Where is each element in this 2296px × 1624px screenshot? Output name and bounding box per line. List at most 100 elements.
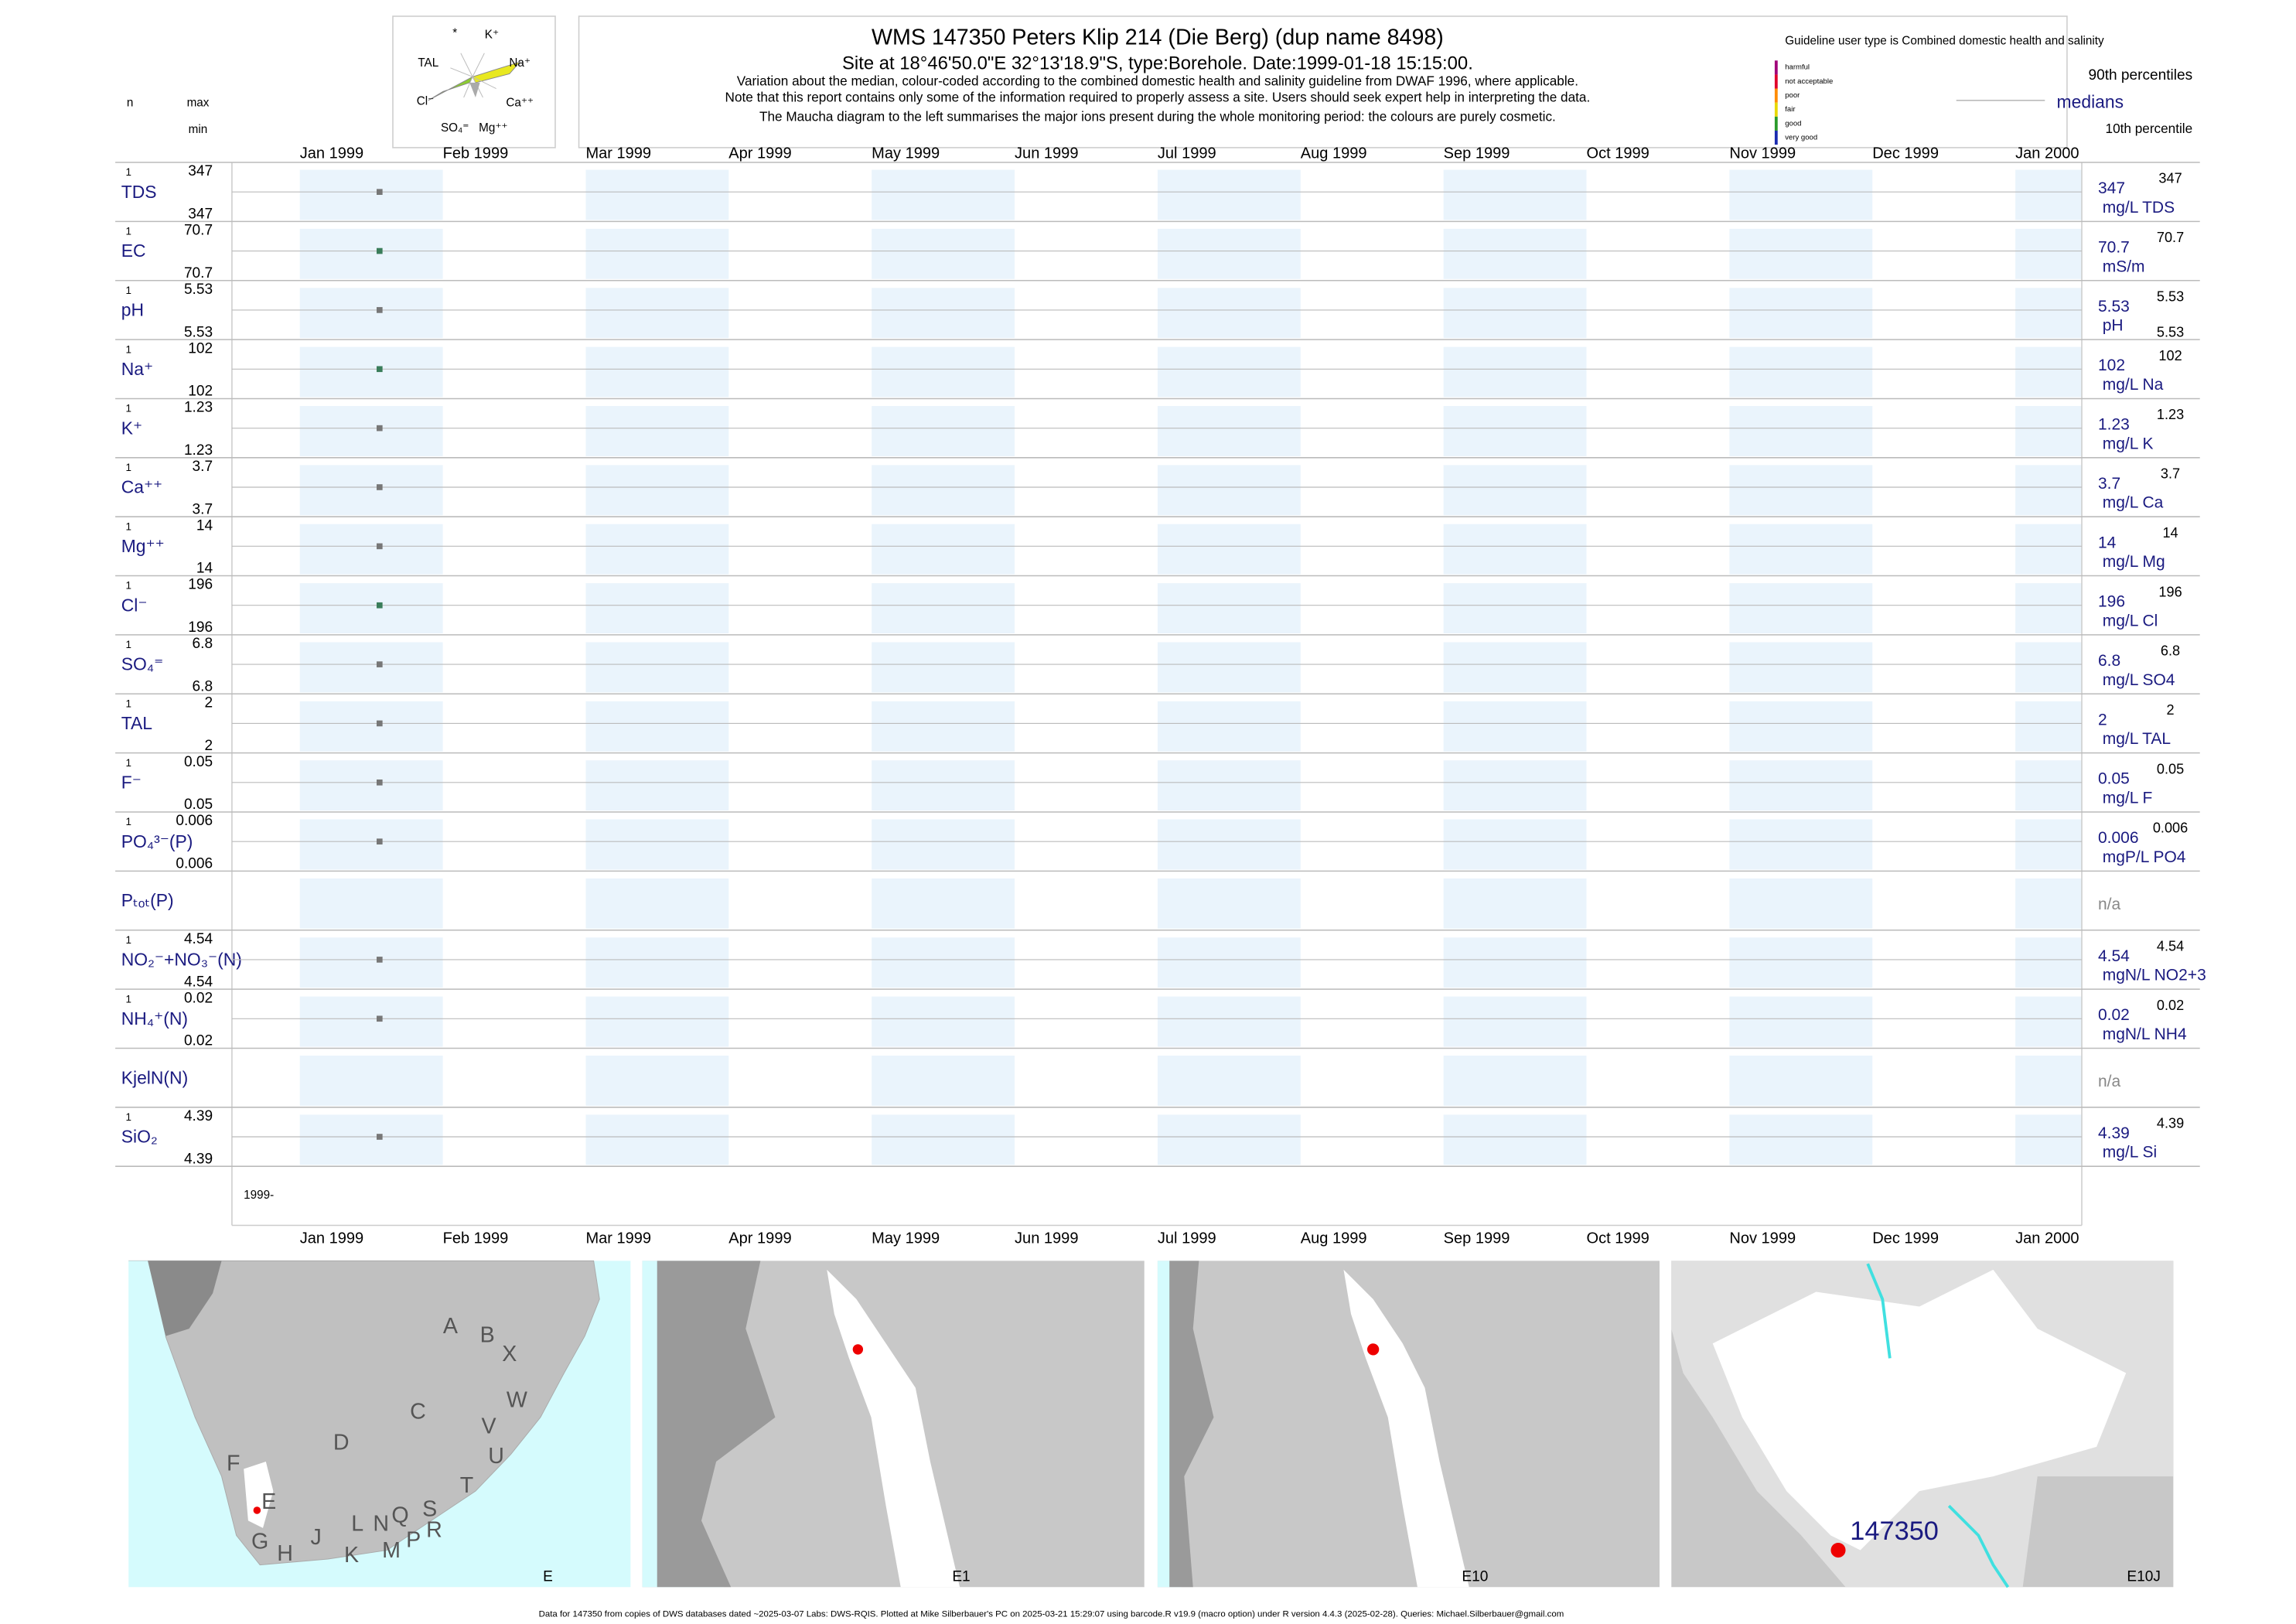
- p90-value: 1.23: [2157, 407, 2184, 422]
- site-dot: [253, 1506, 261, 1514]
- guideline-class: not acceptable: [1785, 77, 1833, 86]
- month-band: [872, 288, 1015, 339]
- month-band: [1157, 1056, 1301, 1106]
- region-letter: X: [502, 1342, 517, 1366]
- month-band: [1443, 169, 1587, 220]
- median-value: 0.006: [2098, 829, 2139, 847]
- month-band: [1729, 465, 1873, 516]
- title-box: [578, 15, 2068, 148]
- river: [1866, 1263, 2010, 1588]
- min-value: 6.8: [193, 678, 213, 694]
- month-label: Mar 1999: [585, 145, 651, 162]
- month-band: [872, 996, 1015, 1047]
- month-band: [1443, 346, 1587, 397]
- region-letter: R: [426, 1517, 442, 1542]
- maucha-label: K⁺: [485, 29, 499, 42]
- month-label: Sep 1999: [1444, 1230, 1510, 1247]
- footer: Data for 147350 from copies of DWS datab…: [539, 1609, 1564, 1619]
- month-band: [1443, 465, 1587, 516]
- min-value: 102: [188, 384, 213, 400]
- month-band: [299, 760, 443, 811]
- month-band: [2015, 878, 2082, 929]
- month-label: Apr 1999: [728, 1230, 791, 1247]
- month-label: Dec 1999: [1872, 145, 1939, 162]
- month-band: [1157, 642, 1301, 693]
- region-letter: U: [488, 1444, 504, 1469]
- month-band: [299, 169, 443, 220]
- month-band: [2015, 346, 2082, 397]
- p10-value: 5.53: [2157, 324, 2184, 339]
- unit: mS/m: [2103, 258, 2145, 275]
- unit: mg/L Cl: [2103, 612, 2158, 629]
- month-band: [299, 937, 443, 988]
- month-label: Nov 1999: [1729, 145, 1796, 162]
- month-band: [585, 760, 729, 811]
- month-band: [872, 228, 1015, 279]
- month-band: [2015, 642, 2082, 693]
- month-band: [585, 1114, 729, 1165]
- min-value: 0.02: [184, 1033, 213, 1049]
- param-label: NO₂⁻+NO₃⁻(N): [121, 950, 242, 970]
- median-value: 347: [2098, 179, 2125, 197]
- legend-median: medians: [2057, 91, 2124, 111]
- region-letter: N: [373, 1512, 389, 1537]
- maucha-label: *: [452, 27, 457, 40]
- region-letter: T: [460, 1473, 474, 1498]
- year-label: 1999-: [244, 1189, 274, 1202]
- month-label: Jun 1999: [1015, 145, 1078, 162]
- median-value: 0.02: [2098, 1006, 2130, 1024]
- site-dot: [852, 1344, 864, 1355]
- guideline-bar: [1774, 102, 1778, 117]
- month-band: [1157, 937, 1301, 988]
- min-value: 4.39: [184, 1151, 213, 1167]
- sample-point: [377, 247, 383, 254]
- maucha-label: TAL: [418, 56, 438, 70]
- max-value: 0.02: [184, 990, 213, 1006]
- month-band: [1157, 996, 1301, 1047]
- month-band: [585, 288, 729, 339]
- guideline-bar: [1774, 116, 1778, 131]
- month-band: [1443, 524, 1587, 575]
- na-value: n/a: [2098, 1073, 2121, 1090]
- param-label: TAL: [121, 713, 152, 733]
- p90-value: 347: [2158, 171, 2182, 186]
- n-value: 1: [125, 639, 131, 650]
- month-band: [1729, 228, 1873, 279]
- region-letter: B: [480, 1322, 495, 1347]
- median-value: 4.39: [2098, 1124, 2130, 1142]
- month-band: [299, 1114, 443, 1165]
- n-value: 1: [125, 343, 131, 355]
- month-band: [585, 1056, 729, 1106]
- region-letter: E: [261, 1489, 276, 1514]
- month-band: [1729, 642, 1873, 693]
- param-label: Cl⁻: [121, 595, 148, 615]
- legend-p90: 90th percentiles: [2088, 67, 2192, 84]
- param-label: Ca⁺⁺: [121, 477, 162, 497]
- month-band: [1157, 878, 1301, 929]
- param-label: K⁺: [121, 418, 142, 438]
- month-band: [299, 1056, 443, 1106]
- param-label: F⁻: [121, 772, 142, 792]
- n-value: 1: [125, 462, 131, 473]
- month-band: [872, 406, 1015, 456]
- month-band: [1443, 760, 1587, 811]
- sample-point: [377, 838, 383, 844]
- param-label: Mg⁺⁺: [121, 536, 165, 556]
- median-value: 14: [2098, 534, 2117, 551]
- month-band: [299, 878, 443, 929]
- max-value: 0.006: [176, 813, 213, 829]
- n-value: 1: [125, 403, 131, 415]
- median-value: 0.05: [2098, 770, 2130, 788]
- n-value: 1: [125, 285, 131, 296]
- min-value: 4.54: [184, 974, 213, 990]
- max-value: 4.39: [184, 1108, 213, 1124]
- col-header: max: [187, 96, 210, 109]
- unit: pH: [2103, 317, 2124, 335]
- max-value: 196: [188, 577, 213, 593]
- median-value: 4.54: [2098, 947, 2130, 965]
- sample-point: [377, 307, 383, 313]
- legend-p10: 10th percentile: [2106, 121, 2193, 136]
- site-dot: [1830, 1543, 1846, 1558]
- month-band: [2015, 937, 2082, 988]
- unit: mg/L Na: [2103, 376, 2164, 394]
